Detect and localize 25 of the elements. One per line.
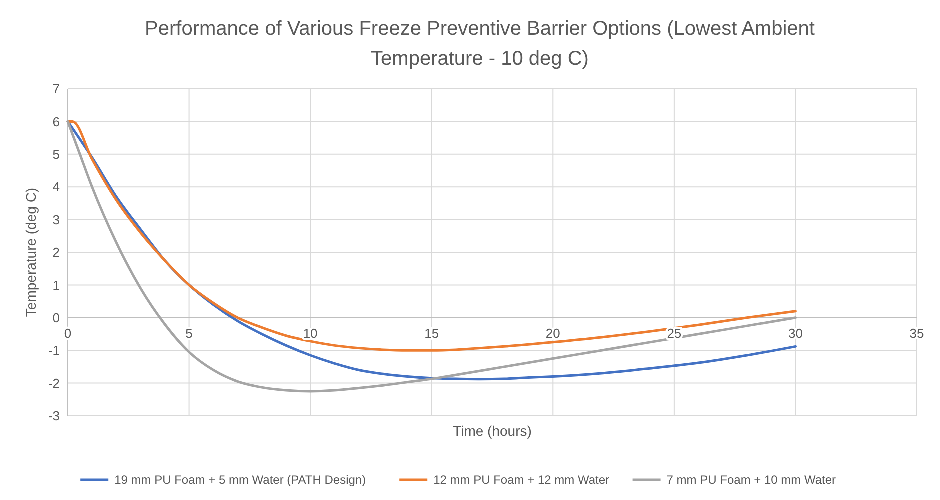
x-tick-label: 25 <box>667 326 682 341</box>
y-tick-label: 6 <box>52 114 60 130</box>
y-tick-label: 3 <box>52 212 60 228</box>
x-tick-label: 35 <box>910 326 924 341</box>
y-tick-label: 5 <box>52 146 60 162</box>
x-tick-label: 10 <box>303 326 318 341</box>
x-tick-label: 0 <box>64 326 72 341</box>
x-tick-label: 5 <box>186 326 193 341</box>
x-axis-title: Time (hours) <box>453 423 532 439</box>
y-axis-title: Temperature (deg C) <box>23 188 39 318</box>
y-tick-label: 0 <box>52 310 60 326</box>
y-tick-label: -2 <box>48 376 60 391</box>
legend-label: 12 mm PU Foam + 12 mm Water <box>434 473 610 488</box>
y-tick-label: 1 <box>52 278 60 293</box>
chart-title: Performance of Various Freeze Preventive Barrier Options (Lowest Ambient Temperature - 10 deg C) <box>145 18 816 70</box>
y-tick-label: -1 <box>48 343 60 358</box>
y-tick-label: 4 <box>52 180 60 195</box>
x-tick-label: 20 <box>546 326 560 341</box>
x-tick-label: 15 <box>424 326 440 341</box>
y-tick-label: 2 <box>52 245 60 260</box>
legend-label: 7 mm PU Foam + 10 mm Water <box>666 473 836 488</box>
x-tick-label: 30 <box>788 326 803 341</box>
y-tick-label: -3 <box>48 408 60 424</box>
legend-label: 19 mm PU Foam + 5 mm Water (PATH Design) <box>114 473 366 488</box>
y-tick-label: 7 <box>52 82 60 97</box>
